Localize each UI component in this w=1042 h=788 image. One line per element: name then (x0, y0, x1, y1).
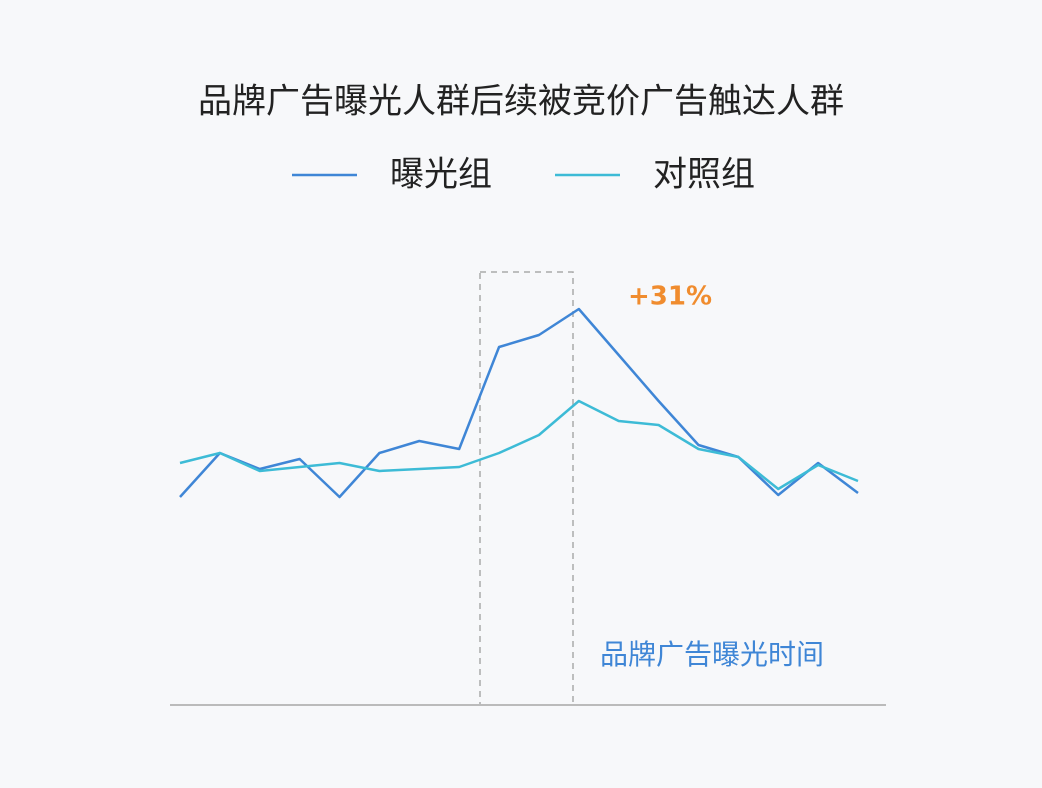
legend-label: 曝光组 (390, 155, 492, 195)
chart-title: 品牌广告曝光人群后续被竞价广告触达人群 (198, 82, 844, 122)
annotation: +31% (628, 282, 712, 312)
legend-label: 对照组 (653, 155, 755, 195)
series-line (179, 399, 859, 491)
annotation: 品牌广告曝光时间 (600, 638, 824, 671)
legend: 曝光组 对照组 (292, 155, 755, 195)
